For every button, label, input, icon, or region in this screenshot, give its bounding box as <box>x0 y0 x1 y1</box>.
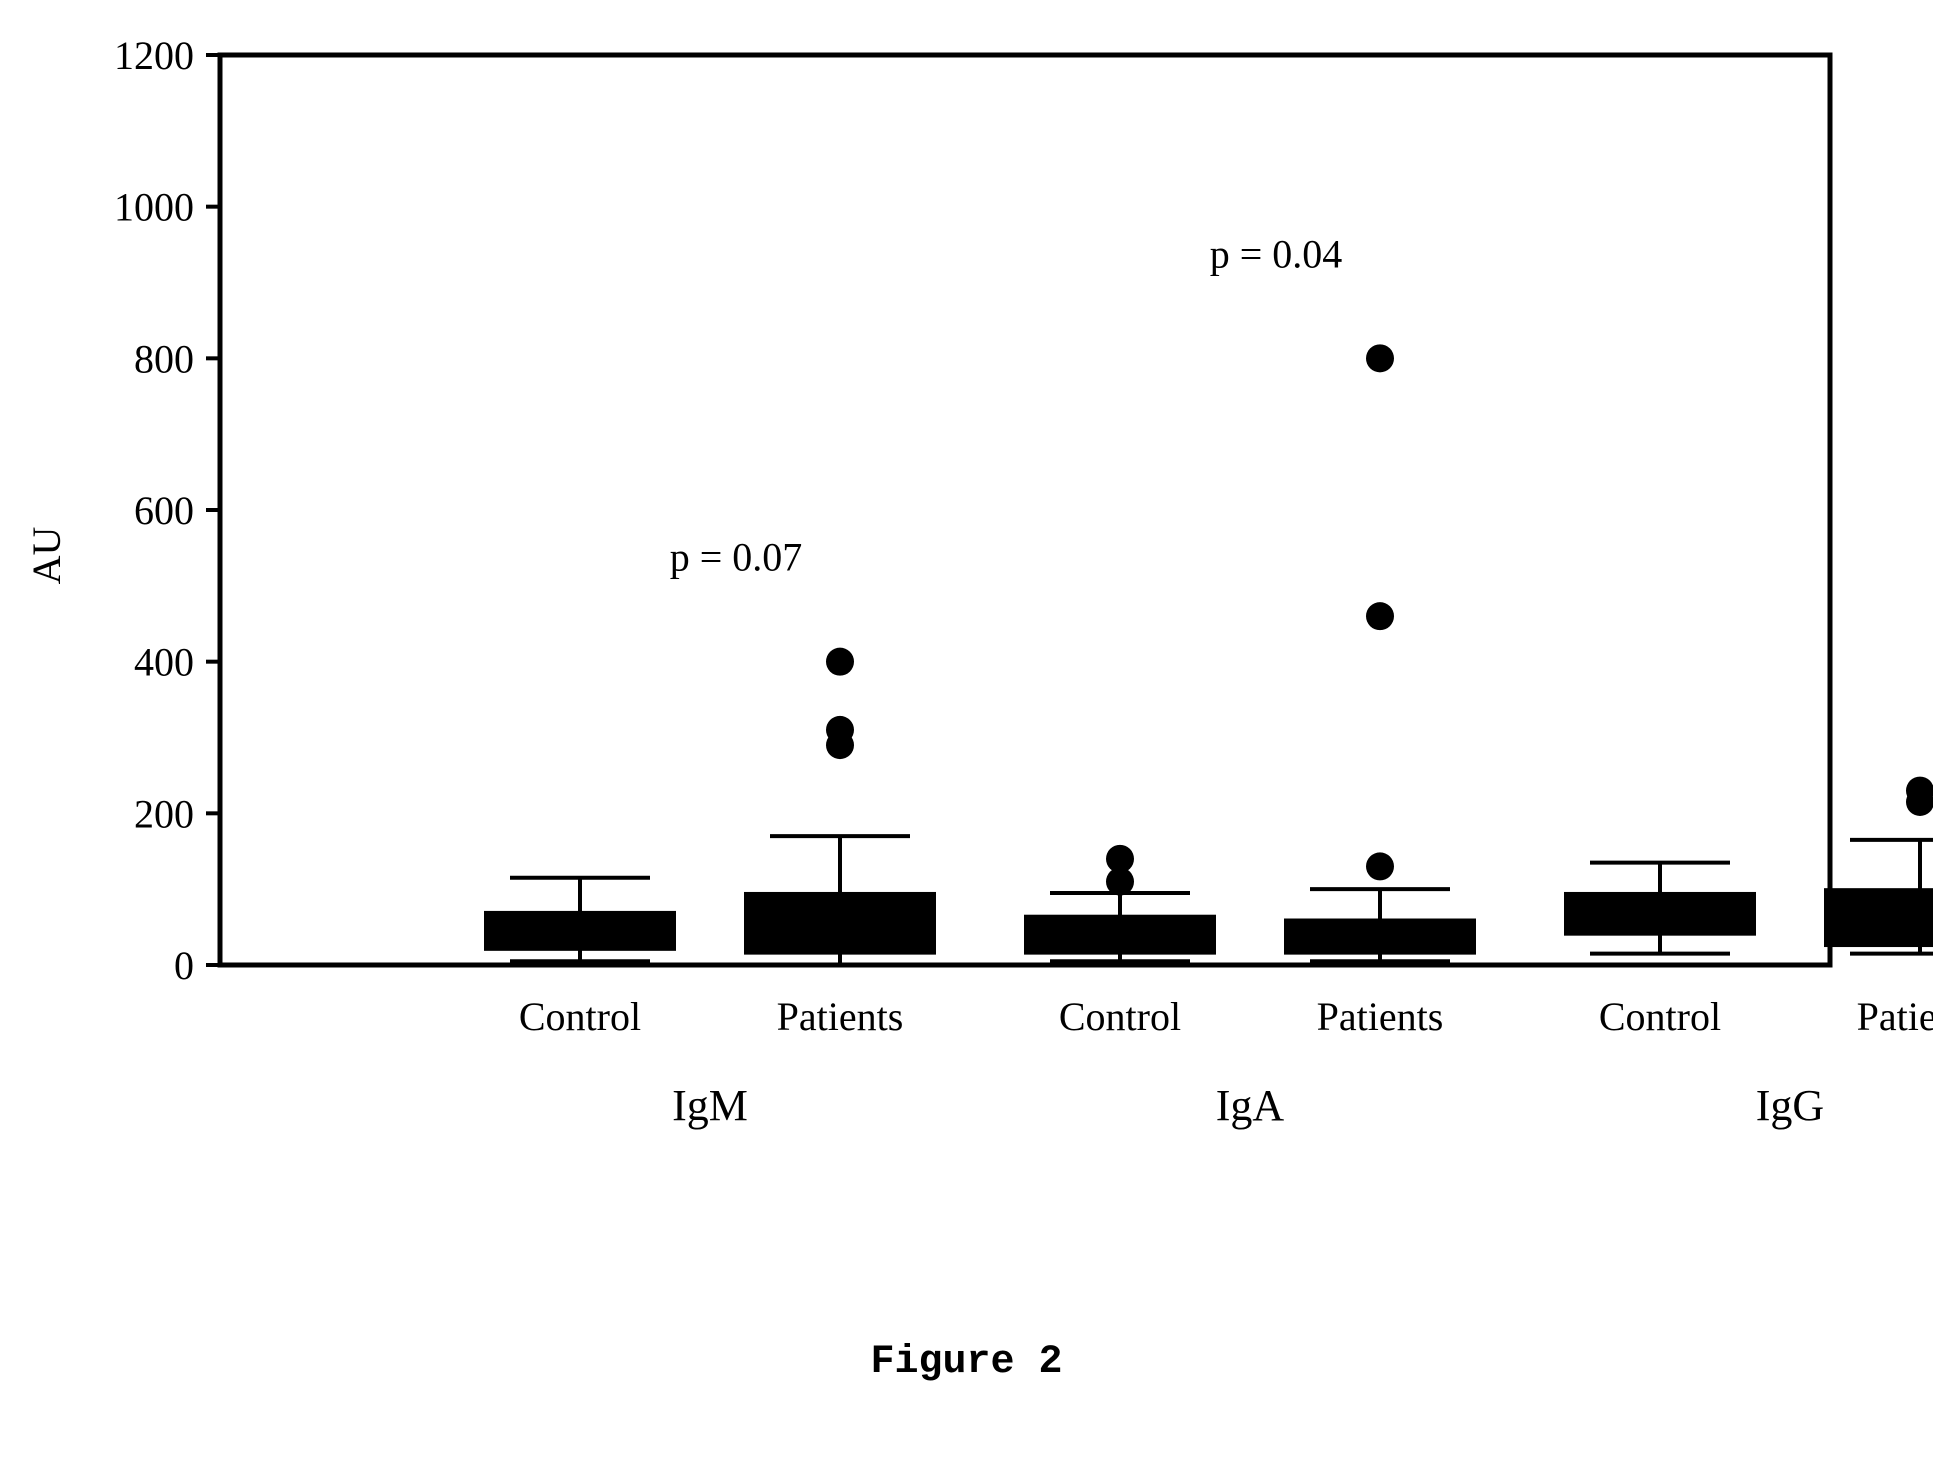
p-value-annotation: p = 0.07 <box>670 535 803 580</box>
outlier-point <box>1366 344 1394 372</box>
x-group-label: IgA <box>1216 1081 1285 1130</box>
x-group-label: IgG <box>1756 1081 1824 1130</box>
outlier-point <box>1366 852 1394 880</box>
x-category-label: Patients <box>1857 994 1933 1039</box>
p-value-annotation: p = 0.04 <box>1210 231 1343 276</box>
x-category-label: Control <box>1599 994 1721 1039</box>
outlier-point <box>826 716 854 744</box>
box <box>1025 916 1215 954</box>
y-tick-label: 600 <box>134 488 194 533</box>
y-tick-label: 800 <box>134 336 194 381</box>
outlier-point <box>1906 777 1933 805</box>
x-category-label: Patients <box>777 994 904 1039</box>
box <box>1565 893 1755 935</box>
y-tick-label: 1000 <box>114 185 194 230</box>
y-tick-label: 200 <box>134 791 194 836</box>
figure-caption: Figure 2 <box>0 1340 1933 1385</box>
outlier-point <box>1366 602 1394 630</box>
boxplot-chart: 0 200 400 600 800 1000 1200 AU Control Patients Co… <box>0 0 1933 1260</box>
box <box>1825 889 1933 946</box>
y-tick-label: 1200 <box>114 33 194 78</box>
y-tick-label: 400 <box>134 640 194 685</box>
x-category-label: Patients <box>1317 994 1444 1039</box>
box <box>745 893 935 954</box>
figure-container: 0 200 400 600 800 1000 1200 AU Control Patients Co… <box>0 0 1933 1479</box>
outlier-point <box>826 648 854 676</box>
outlier-point <box>1106 845 1134 873</box>
x-category-label: Control <box>1059 994 1181 1039</box>
box <box>1285 920 1475 954</box>
x-category-label: Control <box>519 994 641 1039</box>
box <box>485 912 675 950</box>
y-axis-label: AU <box>24 527 69 585</box>
x-group-label: IgM <box>672 1081 748 1130</box>
chart-background <box>0 0 1933 1260</box>
y-tick-label: 0 <box>174 943 194 988</box>
